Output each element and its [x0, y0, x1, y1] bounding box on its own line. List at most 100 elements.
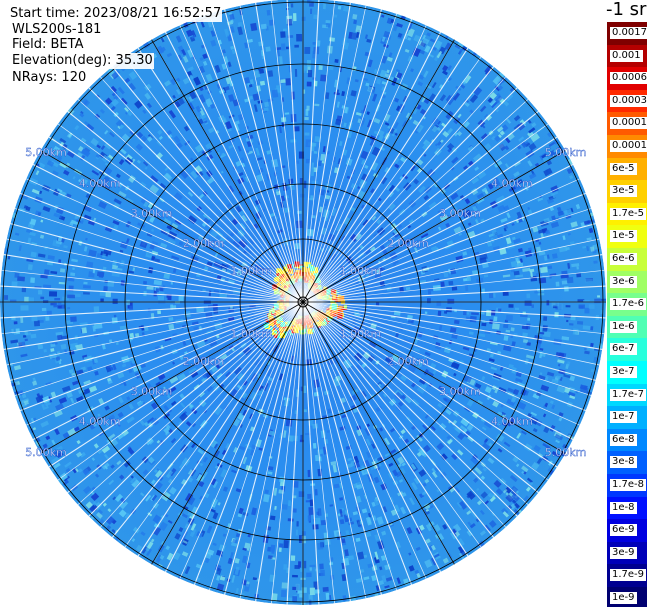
data-speckle	[21, 287, 27, 293]
data-speckle	[24, 338, 28, 342]
data-speckle	[300, 193, 305, 198]
data-speckle	[437, 310, 442, 316]
colorbar-tick-label: 6e-9	[610, 524, 637, 537]
data-speckle	[430, 557, 437, 566]
data-speckle	[396, 577, 401, 585]
data-speckle	[469, 522, 476, 529]
data-speckle	[532, 427, 538, 433]
colorbar-tick-label: 1.7e-9	[610, 569, 647, 582]
data-speckle	[501, 124, 509, 132]
data-speckle	[142, 109, 147, 114]
data-speckle	[421, 490, 428, 496]
data-speckle	[471, 269, 479, 276]
data-speckle	[224, 236, 234, 245]
data-speckle	[382, 393, 387, 398]
data-speckle	[341, 91, 346, 97]
data-speckle	[111, 317, 118, 324]
data-speckle	[152, 514, 162, 524]
data-speckle	[546, 197, 555, 204]
data-speckle	[50, 343, 56, 348]
data-speckle	[367, 59, 373, 68]
data-speckle	[56, 188, 63, 193]
data-speckle	[377, 461, 382, 467]
data-speckle	[517, 247, 523, 253]
data-speckle	[503, 323, 509, 329]
data-speckle	[416, 451, 422, 457]
data-speckle	[178, 527, 184, 533]
data-speckle	[481, 322, 487, 327]
data-speckle	[440, 281, 445, 287]
data-speckle	[163, 172, 173, 182]
data-speckle	[81, 137, 87, 143]
data-speckle	[481, 375, 486, 381]
data-speckle	[308, 594, 313, 601]
data-speckle	[135, 143, 143, 151]
data-speckle	[462, 346, 470, 351]
data-speckle	[511, 341, 516, 347]
data-speckle	[298, 535, 303, 544]
data-speckle	[79, 112, 85, 118]
data-speckle	[251, 507, 257, 516]
data-speckle	[514, 307, 520, 311]
data-speckle	[513, 270, 520, 276]
data-speckle	[253, 104, 258, 112]
data-speckle	[267, 376, 273, 382]
data-speckle	[563, 208, 573, 216]
data-speckle	[131, 479, 140, 488]
data-speckle	[283, 564, 288, 570]
range-label: 2.00km	[387, 237, 429, 250]
data-speckle	[375, 78, 382, 85]
data-speckle	[497, 351, 502, 354]
data-speckle	[257, 373, 262, 379]
data-speckle	[578, 304, 585, 309]
data-speckle	[99, 108, 105, 114]
data-speckle	[102, 502, 107, 507]
data-speckle	[53, 302, 58, 308]
data-speckle	[355, 233, 362, 241]
data-speckle	[177, 373, 187, 382]
data-speckle	[453, 226, 462, 234]
data-speckle	[241, 555, 248, 564]
data-speckle	[350, 90, 357, 97]
data-speckle	[267, 555, 273, 560]
data-speckle	[566, 276, 574, 284]
data-speckle	[94, 370, 99, 376]
data-speckle	[238, 172, 244, 177]
data-speckle	[426, 32, 431, 37]
data-speckle	[98, 170, 106, 177]
data-speckle	[212, 481, 218, 489]
data-speckle	[110, 464, 115, 469]
data-speckle	[45, 316, 50, 321]
data-speckle	[551, 450, 560, 458]
data-speckle	[314, 589, 320, 594]
data-speckle	[491, 101, 498, 109]
data-speckle	[525, 354, 535, 360]
data-speckle	[505, 314, 513, 322]
data-speckle	[67, 307, 71, 310]
data-speckle	[80, 110, 84, 115]
data-speckle	[63, 245, 68, 249]
data-speckle	[37, 342, 44, 350]
data-speckle	[395, 105, 401, 112]
data-speckle	[298, 561, 302, 568]
data-speckle	[450, 361, 460, 370]
data-speckle	[278, 373, 284, 381]
data-speckle	[362, 219, 370, 227]
data-speckle	[250, 22, 258, 32]
data-speckle	[496, 77, 505, 86]
data-speckle	[543, 167, 553, 177]
data-speckle	[236, 341, 240, 345]
data-speckle	[182, 77, 190, 85]
data-speckle	[53, 145, 61, 153]
data-speckle	[312, 442, 317, 449]
data-speckle	[224, 442, 231, 451]
data-speckle	[82, 388, 91, 396]
range-label: 5.00km	[25, 446, 67, 459]
data-speckle	[454, 426, 462, 434]
data-speckle	[381, 14, 385, 18]
data-speckle	[264, 351, 271, 358]
data-speckle	[214, 64, 221, 73]
data-speckle	[127, 446, 132, 451]
data-speckle	[197, 448, 205, 455]
data-speckle	[247, 446, 252, 450]
